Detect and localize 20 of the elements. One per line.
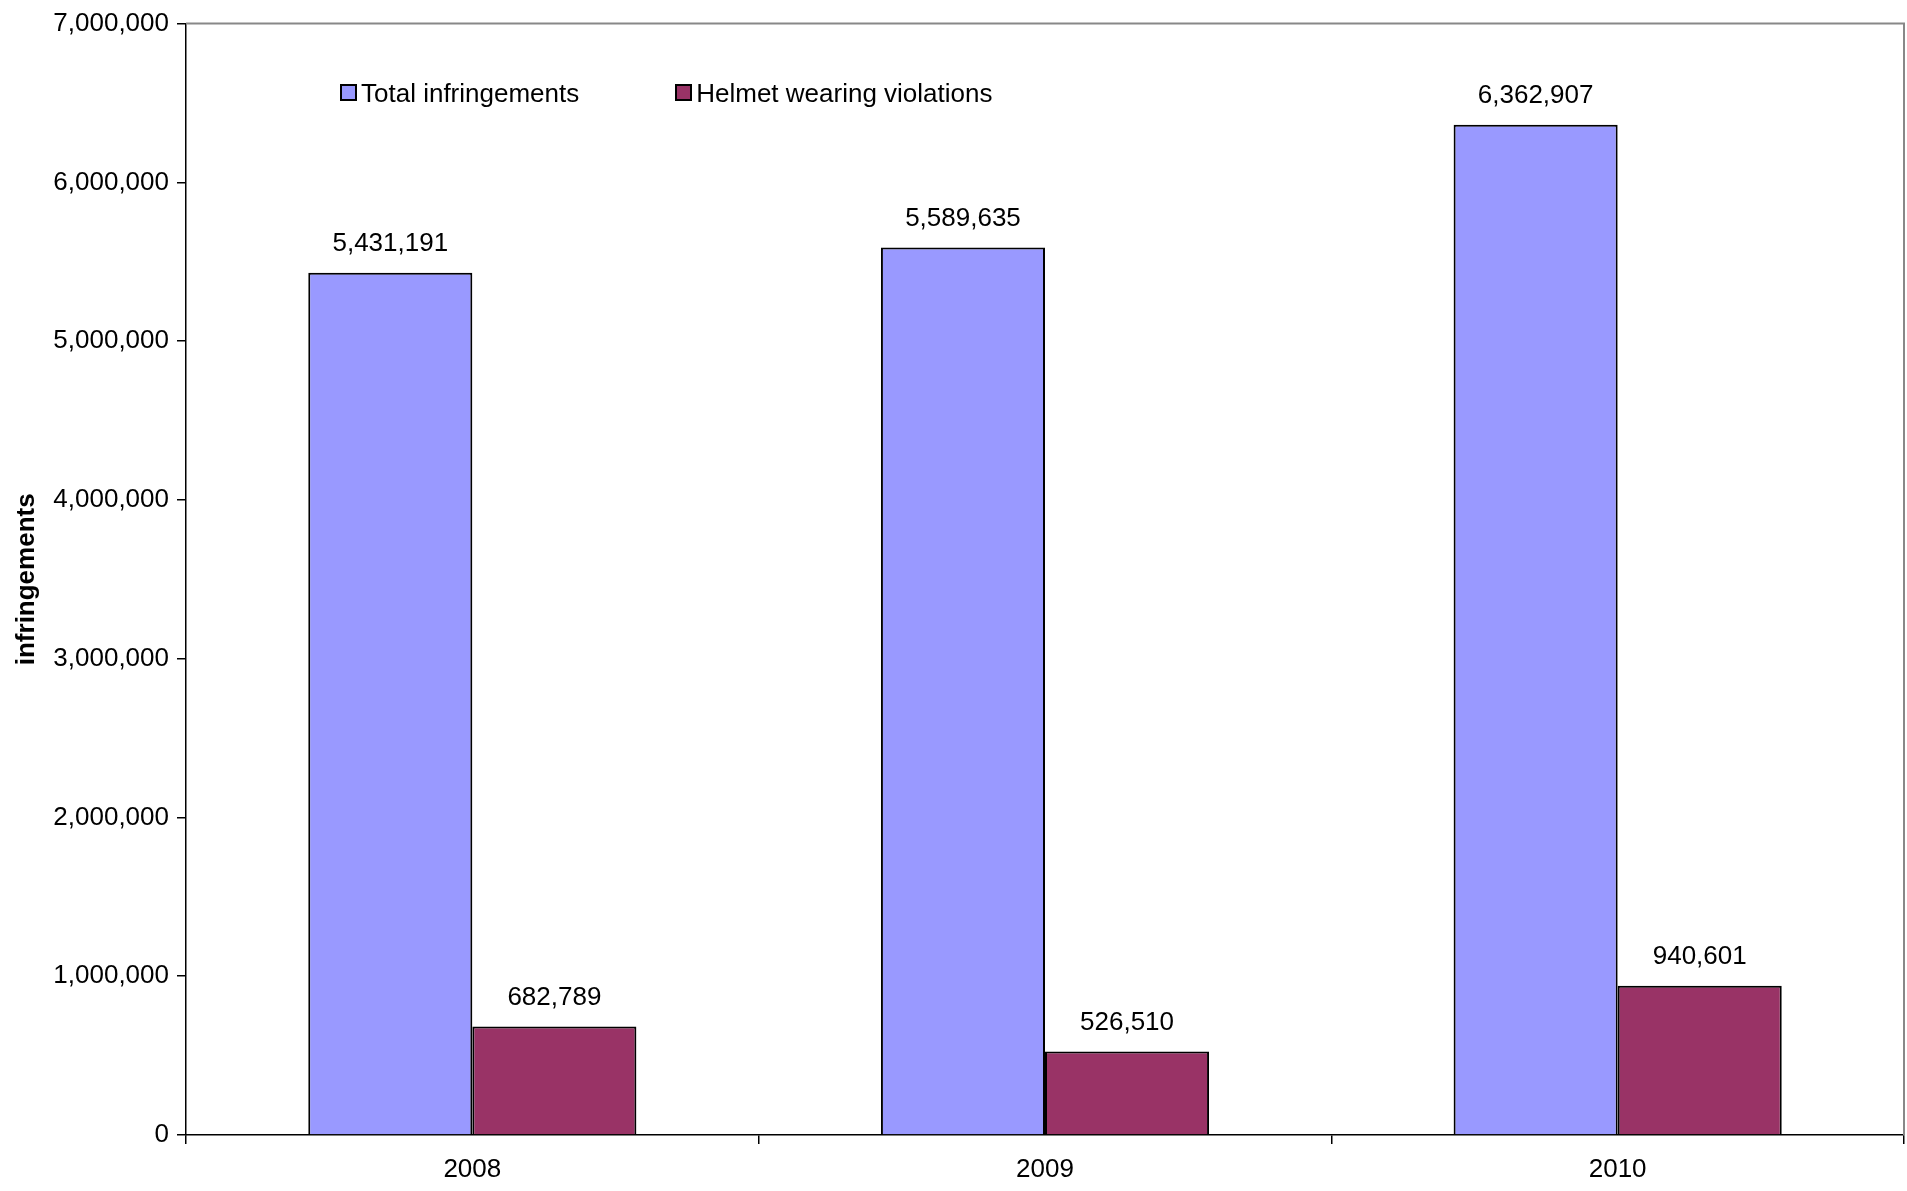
y-tick-label: 2,000,000 <box>53 800 169 831</box>
data-label: 5,431,191 <box>332 226 449 257</box>
data-label: 5,589,635 <box>905 201 1021 232</box>
y-axis-title: infringements <box>9 493 40 666</box>
legend-label: Helmet wearing violations <box>696 77 993 108</box>
x-tick-label: 2008 <box>443 1152 502 1183</box>
legend-label: Total infringements <box>361 77 580 108</box>
data-label: 6,362,907 <box>1477 78 1594 109</box>
x-tick-label: 2009 <box>1016 1152 1074 1183</box>
x-tick-label: 2010 <box>1588 1152 1647 1183</box>
y-tick-label: 6,000,000 <box>53 165 169 196</box>
y-tick-label: 1,000,000 <box>53 959 169 990</box>
data-label: 682,789 <box>507 980 602 1011</box>
data-label: 526,510 <box>1080 1005 1175 1036</box>
y-tick-label: 3,000,000 <box>53 641 169 672</box>
y-tick-label: 0 <box>154 1118 169 1149</box>
y-tick-label: 4,000,000 <box>53 483 169 514</box>
y-tick-label: 7,000,000 <box>53 6 169 37</box>
y-tick-label: 5,000,000 <box>53 324 169 355</box>
data-label: 940,601 <box>1652 939 1747 970</box>
